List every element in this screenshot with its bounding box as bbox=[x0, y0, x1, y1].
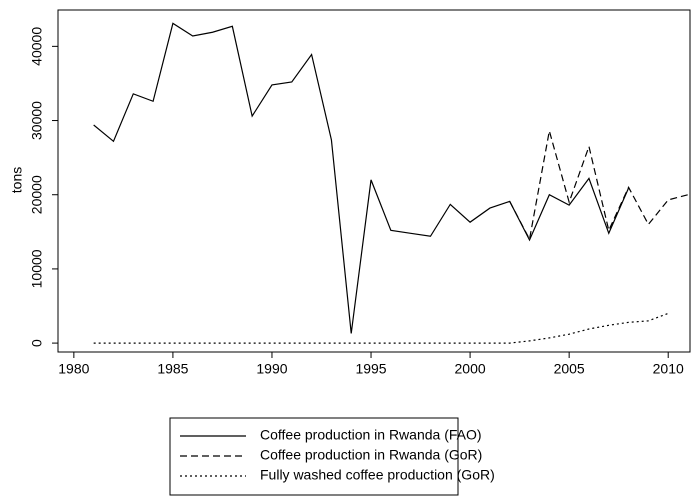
legend-label: Coffee production in Rwanda (FAO) bbox=[260, 427, 482, 443]
y-tick-label: 0 bbox=[29, 339, 45, 347]
x-tick-label: 1995 bbox=[355, 361, 386, 377]
x-tick-label: 2005 bbox=[554, 361, 585, 377]
y-tick-label: 40000 bbox=[29, 27, 45, 66]
legend-label: Fully washed coffee production (GoR) bbox=[260, 467, 495, 483]
y-tick-label: 30000 bbox=[29, 101, 45, 140]
series-line bbox=[93, 312, 669, 344]
plot-frame bbox=[57, 9, 691, 353]
x-tick-label: 2010 bbox=[653, 361, 684, 377]
series-line bbox=[93, 22, 630, 334]
x-tick-label: 1985 bbox=[157, 361, 188, 377]
legend-label: Coffee production in Rwanda (GoR) bbox=[260, 447, 482, 463]
x-tick-label: 1980 bbox=[58, 361, 89, 377]
x-tick-label: 2000 bbox=[455, 361, 486, 377]
series-line bbox=[509, 130, 689, 242]
y-tick-label: 10000 bbox=[29, 249, 45, 288]
y-tick-label: 20000 bbox=[29, 175, 45, 214]
x-tick-label: 1990 bbox=[256, 361, 287, 377]
y-axis-label: tons bbox=[9, 167, 25, 193]
